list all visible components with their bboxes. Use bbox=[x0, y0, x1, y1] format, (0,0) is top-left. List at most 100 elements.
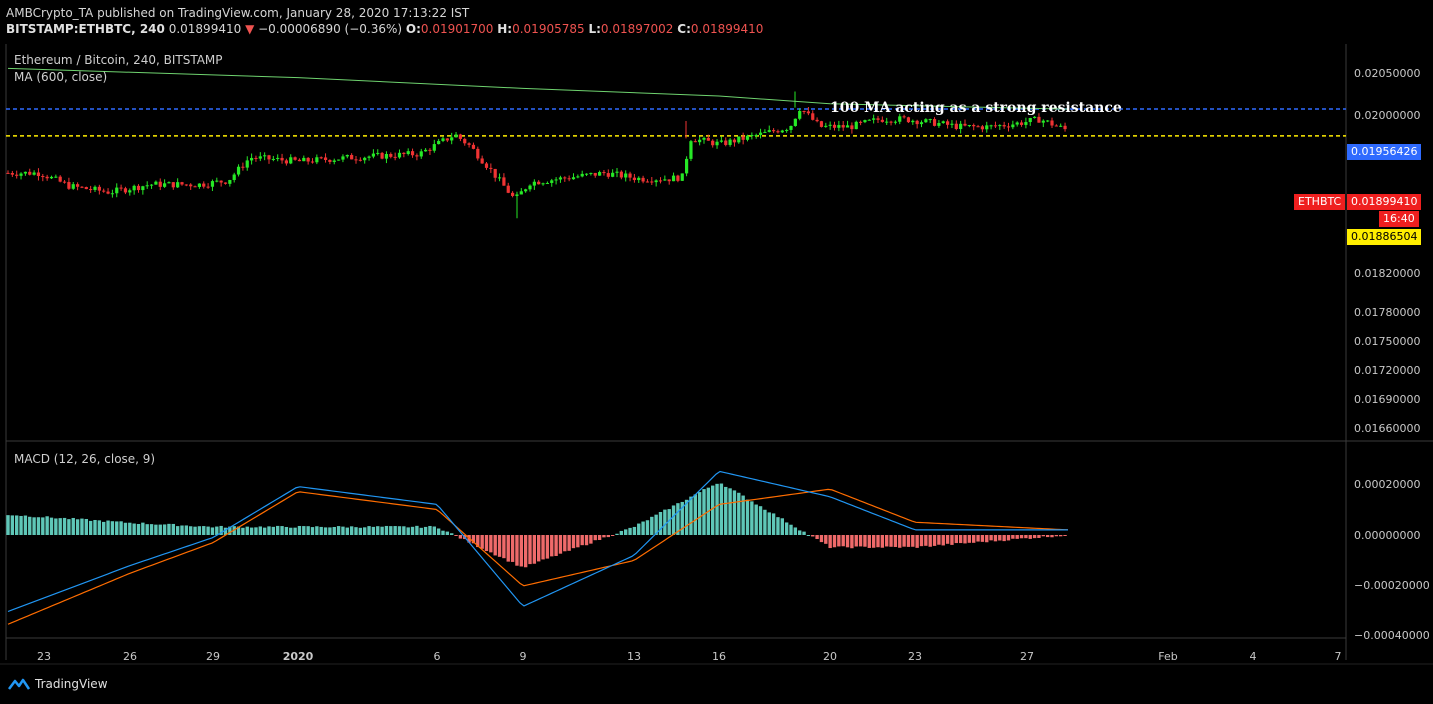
candle-body bbox=[898, 116, 902, 122]
candle-body bbox=[367, 156, 371, 158]
candle-body bbox=[167, 182, 171, 184]
macd-histogram-bar bbox=[815, 535, 819, 540]
candle-body bbox=[606, 173, 610, 177]
macd-histogram-bar bbox=[584, 535, 589, 546]
candle-body bbox=[10, 172, 14, 175]
macd-histogram-bar bbox=[454, 535, 458, 536]
macd-histogram-bar bbox=[128, 522, 132, 535]
candle-body bbox=[315, 157, 319, 163]
macd-histogram-bar bbox=[189, 526, 193, 535]
macd-histogram-bar bbox=[967, 535, 972, 543]
macd-histogram-bar bbox=[954, 535, 958, 544]
low-value: 0.01897002 bbox=[600, 22, 674, 36]
macd-histogram-bar bbox=[215, 526, 219, 535]
candle-body bbox=[1015, 122, 1019, 125]
tradingview-logo-icon bbox=[8, 678, 30, 690]
candle-body bbox=[1024, 122, 1028, 125]
candle-body bbox=[232, 174, 236, 181]
candle-body bbox=[450, 137, 454, 141]
tradingview-brand[interactable]: TradingView bbox=[8, 677, 108, 691]
macd-histogram-bar bbox=[345, 527, 349, 535]
candle-body bbox=[867, 119, 871, 121]
time-tick-label: 7 bbox=[1335, 650, 1342, 663]
candle-body bbox=[615, 171, 619, 173]
candle-body bbox=[54, 176, 58, 178]
macd-histogram-bar bbox=[80, 518, 84, 535]
macd-histogram-bar bbox=[819, 535, 824, 543]
candle-body bbox=[136, 185, 141, 191]
macd-histogram-bar bbox=[754, 504, 758, 535]
macd-histogram-bar bbox=[898, 535, 902, 548]
macd-histogram-bar bbox=[245, 526, 249, 535]
candle-body bbox=[489, 167, 493, 169]
candle-body bbox=[267, 155, 271, 160]
macd-histogram-bar bbox=[989, 535, 993, 541]
macd-histogram-bar bbox=[784, 522, 789, 535]
macd-histogram-bar bbox=[136, 523, 141, 535]
macd-histogram-bar bbox=[1028, 535, 1032, 539]
macd-histogram-bar bbox=[741, 495, 745, 535]
macd-histogram-bar bbox=[828, 535, 832, 549]
macd-histogram-bar bbox=[915, 535, 919, 548]
macd-histogram-bar bbox=[850, 535, 854, 549]
candle-body bbox=[528, 185, 532, 190]
candle-body bbox=[23, 171, 27, 174]
macd-histogram-bar bbox=[837, 535, 841, 547]
macd-histogram-bar bbox=[950, 535, 954, 545]
macd-histogram-bar bbox=[972, 535, 976, 543]
candle-body bbox=[950, 123, 954, 125]
macd-histogram-bar bbox=[289, 527, 293, 535]
candle-body bbox=[998, 125, 1002, 127]
candle-body bbox=[1019, 122, 1024, 125]
candle-body bbox=[376, 152, 380, 154]
macd-histogram-bar bbox=[258, 526, 262, 535]
candle-body bbox=[380, 152, 384, 159]
macd-histogram-bar bbox=[1019, 535, 1024, 539]
candle-body bbox=[859, 121, 863, 123]
candle-body bbox=[628, 173, 632, 178]
macd-histogram-bar bbox=[93, 519, 97, 535]
candle-body bbox=[371, 153, 375, 157]
candle-body bbox=[571, 177, 576, 180]
macd-histogram-bar bbox=[54, 518, 58, 535]
candle-body bbox=[972, 125, 976, 127]
candle-body bbox=[202, 183, 206, 187]
candle-body bbox=[223, 182, 228, 184]
candle-body bbox=[310, 161, 315, 163]
candle-body bbox=[36, 172, 41, 177]
macd-histogram-bar bbox=[476, 535, 480, 548]
macd-histogram-bar bbox=[97, 520, 102, 535]
candle-body bbox=[119, 187, 123, 189]
macd-histogram-bar bbox=[523, 535, 528, 568]
macd-histogram-bar bbox=[1006, 535, 1011, 541]
candle-body bbox=[724, 140, 728, 145]
macd-histogram-bar bbox=[998, 535, 1002, 541]
price-tick-label: 0.01660000 bbox=[1354, 422, 1420, 435]
candle-body bbox=[524, 189, 528, 192]
macd-histogram-bar bbox=[197, 526, 202, 535]
macd-histogram-bar bbox=[450, 533, 454, 535]
candle-body bbox=[424, 149, 428, 152]
candle-body bbox=[667, 179, 671, 182]
macd-histogram-bar bbox=[893, 535, 898, 547]
macd-histogram-bar bbox=[88, 520, 93, 535]
macd-histogram-bar bbox=[115, 521, 119, 535]
price-tick-label: 0.01720000 bbox=[1354, 364, 1420, 377]
candle-body bbox=[758, 132, 763, 135]
macd-histogram-bar bbox=[84, 518, 88, 535]
candle-body bbox=[128, 190, 132, 193]
candle-body bbox=[49, 176, 54, 179]
macd-histogram-bar bbox=[145, 524, 149, 535]
candle-body bbox=[828, 124, 832, 126]
candle-body bbox=[145, 185, 149, 187]
macd-histogram-bar bbox=[397, 526, 402, 535]
candle-body bbox=[837, 125, 841, 128]
price-tick-label: 0.01750000 bbox=[1354, 335, 1420, 348]
candle-body bbox=[658, 180, 663, 182]
candle-body bbox=[502, 177, 506, 186]
macd-histogram-bar bbox=[771, 513, 776, 535]
macd-histogram-bar bbox=[724, 486, 728, 535]
macd-histogram-bar bbox=[854, 535, 858, 547]
candle-body bbox=[815, 119, 819, 122]
